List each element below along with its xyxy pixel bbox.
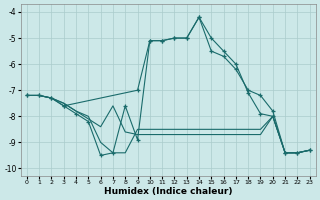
X-axis label: Humidex (Indice chaleur): Humidex (Indice chaleur) [104,187,233,196]
